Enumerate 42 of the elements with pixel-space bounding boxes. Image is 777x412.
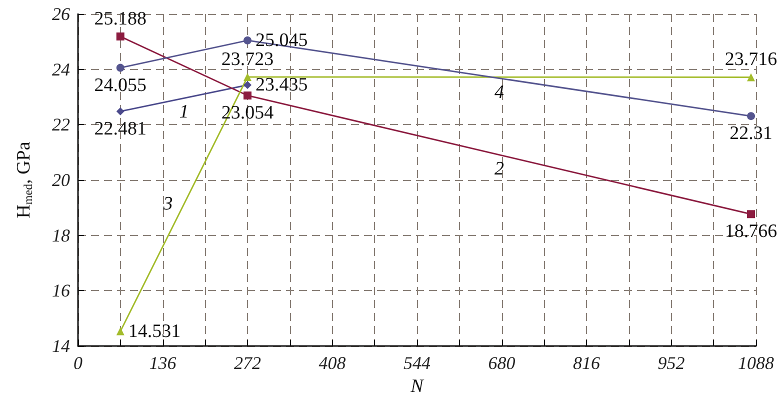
point	[747, 73, 756, 82]
x-tick-label: 544	[404, 353, 430, 373]
point	[747, 210, 756, 218]
x-tick-label: 272	[234, 353, 261, 373]
point	[116, 32, 124, 40]
y-tick-label: 18	[52, 225, 70, 246]
data-label: 24.055	[94, 74, 146, 96]
point	[244, 36, 252, 44]
data-label: 23.723	[221, 48, 274, 70]
data-label: 23.716	[724, 49, 777, 70]
point	[244, 92, 252, 100]
x-tick-label: 1088	[738, 353, 774, 373]
data-label: 22.481	[94, 118, 146, 140]
x-axis-title: N	[410, 376, 425, 397]
x-tick-label: 816	[573, 353, 600, 373]
point	[244, 72, 252, 81]
y-tick-label: 20	[52, 170, 70, 190]
series-label: 2	[494, 158, 505, 180]
series-label: 4	[494, 82, 505, 103]
point	[116, 107, 124, 116]
point	[116, 327, 124, 336]
point	[747, 112, 756, 120]
data-label: 22.31	[730, 123, 772, 144]
x-tick-label: 680	[488, 353, 516, 373]
y-tick-label: 14	[52, 336, 70, 356]
data-label: 14.531	[128, 320, 181, 342]
data-label: 23.435	[256, 74, 308, 96]
y-tick-label: 22	[52, 114, 70, 135]
y-tick-label: 24	[52, 59, 70, 80]
y-axis-title: Hmed, GPa	[14, 141, 35, 218]
x-tick-label: 408	[318, 353, 346, 373]
y-tick-label: 26	[52, 4, 70, 24]
x-tick-label: 136	[149, 353, 176, 373]
x-tick-label: 952	[658, 353, 685, 373]
series-label: 3	[162, 194, 173, 215]
series-label: 1	[179, 102, 189, 123]
point	[244, 80, 252, 89]
y-tick-label: 16	[52, 280, 70, 301]
point	[116, 64, 124, 72]
x-tick-label: 0	[74, 353, 82, 373]
data-label: 18.766	[724, 221, 777, 242]
data-label: 25.188	[94, 8, 146, 30]
